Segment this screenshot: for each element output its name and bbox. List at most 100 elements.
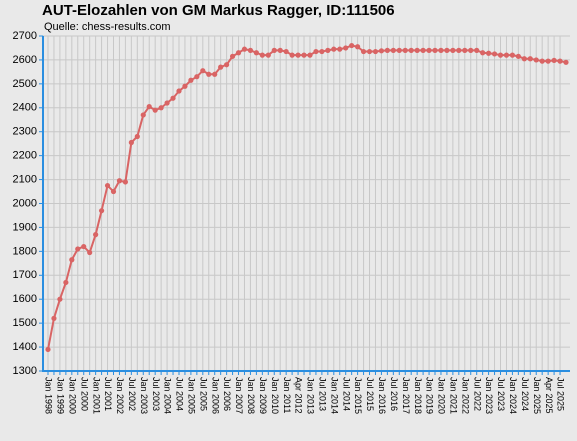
point: [372, 48, 379, 55]
x-tick-label: Jul 2003: [151, 377, 161, 411]
point: [551, 57, 557, 64]
point: [158, 105, 164, 111]
x-tick-label: Jan 1998: [44, 377, 54, 414]
point: [438, 47, 444, 53]
y-tick-label: 2400: [13, 102, 37, 114]
point: [563, 59, 569, 65]
x-tick-label: Jan 2011: [282, 377, 292, 413]
x-tick-label: Jul 2000: [79, 377, 89, 411]
y-tick-label: 1300: [13, 365, 37, 377]
x-tick-label: Jul 2016: [389, 377, 399, 411]
x-tick-label: Jul 2024: [520, 377, 530, 411]
x-tick-label: Jul 2006: [222, 377, 232, 411]
point: [485, 50, 492, 56]
point: [98, 208, 105, 214]
point: [265, 52, 271, 58]
point: [122, 179, 129, 185]
point: [355, 44, 361, 50]
point: [81, 243, 87, 250]
point: [545, 58, 551, 64]
point: [450, 47, 456, 53]
x-tick-label: Jul 2015: [365, 377, 375, 411]
point: [474, 47, 480, 53]
point: [295, 52, 301, 58]
point: [497, 52, 504, 58]
point: [557, 58, 563, 64]
point: [283, 48, 289, 55]
point: [331, 46, 337, 52]
point: [337, 46, 343, 52]
x-tick-label: Jan 2015: [353, 377, 363, 414]
point: [462, 47, 468, 53]
point: [349, 42, 355, 49]
point: [444, 47, 450, 53]
point: [313, 48, 319, 55]
x-tick-label: Jan 2025: [532, 377, 542, 414]
point: [533, 57, 539, 63]
y-tick-label: 2500: [13, 78, 37, 90]
x-tick-label: Jan 2010: [270, 377, 280, 414]
point: [206, 71, 212, 77]
point: [509, 52, 516, 58]
point: [366, 48, 373, 55]
y-tick-label: 1600: [13, 293, 37, 305]
x-tick-label: Jan 2001: [91, 377, 101, 414]
y-tick-label: 2100: [13, 173, 37, 185]
point: [325, 47, 331, 53]
x-tick-label: Jan 2020: [437, 377, 447, 414]
point: [277, 47, 283, 53]
point: [456, 47, 462, 53]
point: [468, 47, 474, 53]
point: [319, 48, 325, 55]
point: [188, 77, 194, 83]
x-tick-label: Jan 2007: [234, 377, 244, 414]
point: [360, 48, 367, 55]
point: [247, 47, 254, 53]
point: [69, 257, 75, 263]
point: [224, 62, 230, 68]
x-tick-label: Jan 2000: [67, 377, 77, 414]
x-tick-label: Jul 2001: [103, 377, 113, 411]
x-tick-label: Jan 2005: [187, 377, 197, 414]
chart-title: AUT-Elozahlen von GM Markus Ragger, ID:1…: [42, 2, 395, 19]
point: [503, 52, 510, 58]
y-tick-label: 2700: [13, 30, 37, 42]
y-tick-label: 2600: [13, 54, 37, 66]
point: [241, 46, 248, 52]
point: [75, 246, 81, 252]
y-tick-label: 1900: [13, 221, 37, 233]
point: [539, 58, 545, 64]
point: [343, 45, 349, 51]
x-tick-label: Jul 2023: [496, 377, 506, 411]
point: [229, 53, 236, 59]
x-tick-label: Jan 2021: [448, 377, 458, 414]
x-tick-label: Jul 2025: [556, 377, 566, 411]
point: [414, 47, 420, 53]
x-tick-label: Jul 2005: [198, 377, 208, 411]
point: [271, 47, 277, 53]
point: [521, 56, 527, 62]
point: [420, 47, 426, 53]
x-tick-label: Jan 2017: [401, 377, 411, 414]
point: [164, 100, 170, 106]
point: [87, 249, 93, 256]
point: [63, 279, 69, 286]
chart-subtitle: Quelle: chess-results.com: [44, 21, 171, 33]
point: [307, 52, 313, 58]
y-tick-label: 1500: [13, 317, 37, 329]
point: [408, 47, 414, 53]
point: [378, 48, 385, 54]
x-tick-label: Apr 2025: [544, 377, 554, 414]
x-tick-label: Jul 2004: [175, 377, 185, 411]
point: [390, 47, 396, 53]
line: [47, 44, 567, 350]
x-tick-label: Jan 2009: [258, 377, 268, 414]
point: [104, 182, 111, 189]
point: [146, 103, 152, 110]
point: [515, 53, 521, 59]
point: [152, 107, 158, 113]
x-tick-label: Jan 2008: [246, 377, 256, 414]
point: [170, 95, 176, 101]
point: [93, 232, 99, 238]
